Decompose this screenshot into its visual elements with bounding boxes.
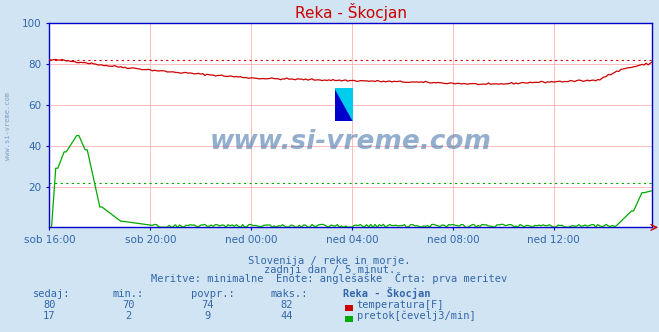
Polygon shape — [335, 88, 353, 121]
Text: 70: 70 — [123, 300, 134, 310]
Text: www.si-vreme.com: www.si-vreme.com — [210, 129, 492, 155]
Text: 74: 74 — [202, 300, 214, 310]
Text: www.si-vreme.com: www.si-vreme.com — [5, 92, 11, 160]
Text: Reka - Škocjan: Reka - Škocjan — [343, 287, 430, 299]
Text: 2: 2 — [125, 311, 132, 321]
Text: 17: 17 — [43, 311, 55, 321]
Text: min.:: min.: — [112, 289, 143, 299]
Title: Reka - Škocjan: Reka - Škocjan — [295, 3, 407, 21]
Text: Meritve: minimalne  Enote: anglešaške  Črta: prva meritev: Meritve: minimalne Enote: anglešaške Črt… — [152, 272, 507, 284]
Text: pretok[čevelj3/min]: pretok[čevelj3/min] — [357, 310, 475, 321]
Text: 9: 9 — [204, 311, 211, 321]
Polygon shape — [344, 88, 353, 121]
Text: Slovenija / reke in morje.: Slovenija / reke in morje. — [248, 256, 411, 266]
Text: zadnji dan / 5 minut.: zadnji dan / 5 minut. — [264, 265, 395, 275]
Text: 80: 80 — [43, 300, 55, 310]
Text: maks.:: maks.: — [270, 289, 308, 299]
Polygon shape — [335, 88, 353, 121]
Text: 82: 82 — [281, 300, 293, 310]
Text: 44: 44 — [281, 311, 293, 321]
Text: sedaj:: sedaj: — [33, 289, 71, 299]
Text: povpr.:: povpr.: — [191, 289, 235, 299]
Text: temperatura[F]: temperatura[F] — [357, 300, 444, 310]
